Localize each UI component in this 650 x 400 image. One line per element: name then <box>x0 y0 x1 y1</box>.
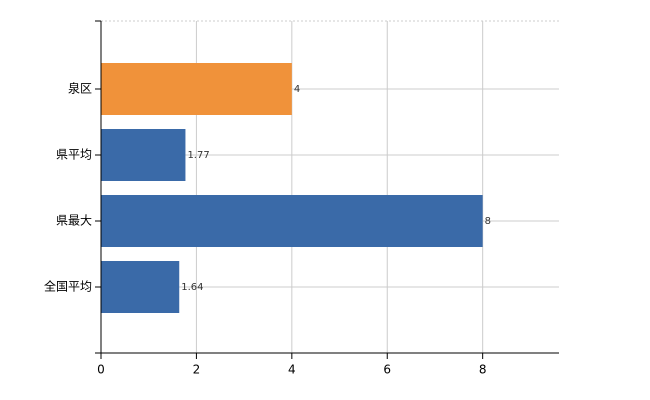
y-tick-label: 全国平均 <box>44 279 92 294</box>
bar <box>101 195 483 247</box>
x-tick-label: 6 <box>383 363 391 377</box>
value-label: 1.77 <box>187 150 209 161</box>
y-tick-label: 県平均 <box>56 148 92 162</box>
y-tick-label: 県最大 <box>56 214 92 228</box>
x-tick-label: 0 <box>97 363 105 377</box>
y-tick-label: 泉区 <box>68 82 92 96</box>
x-tick-label: 8 <box>479 363 487 377</box>
bar <box>101 63 292 115</box>
x-tick-label: 4 <box>288 363 296 377</box>
value-label: 8 <box>485 216 491 227</box>
value-label: 4 <box>294 84 300 95</box>
bar <box>101 261 180 313</box>
x-tick-label: 2 <box>193 363 201 377</box>
bar <box>101 129 186 181</box>
value-label: 1.64 <box>181 282 203 293</box>
